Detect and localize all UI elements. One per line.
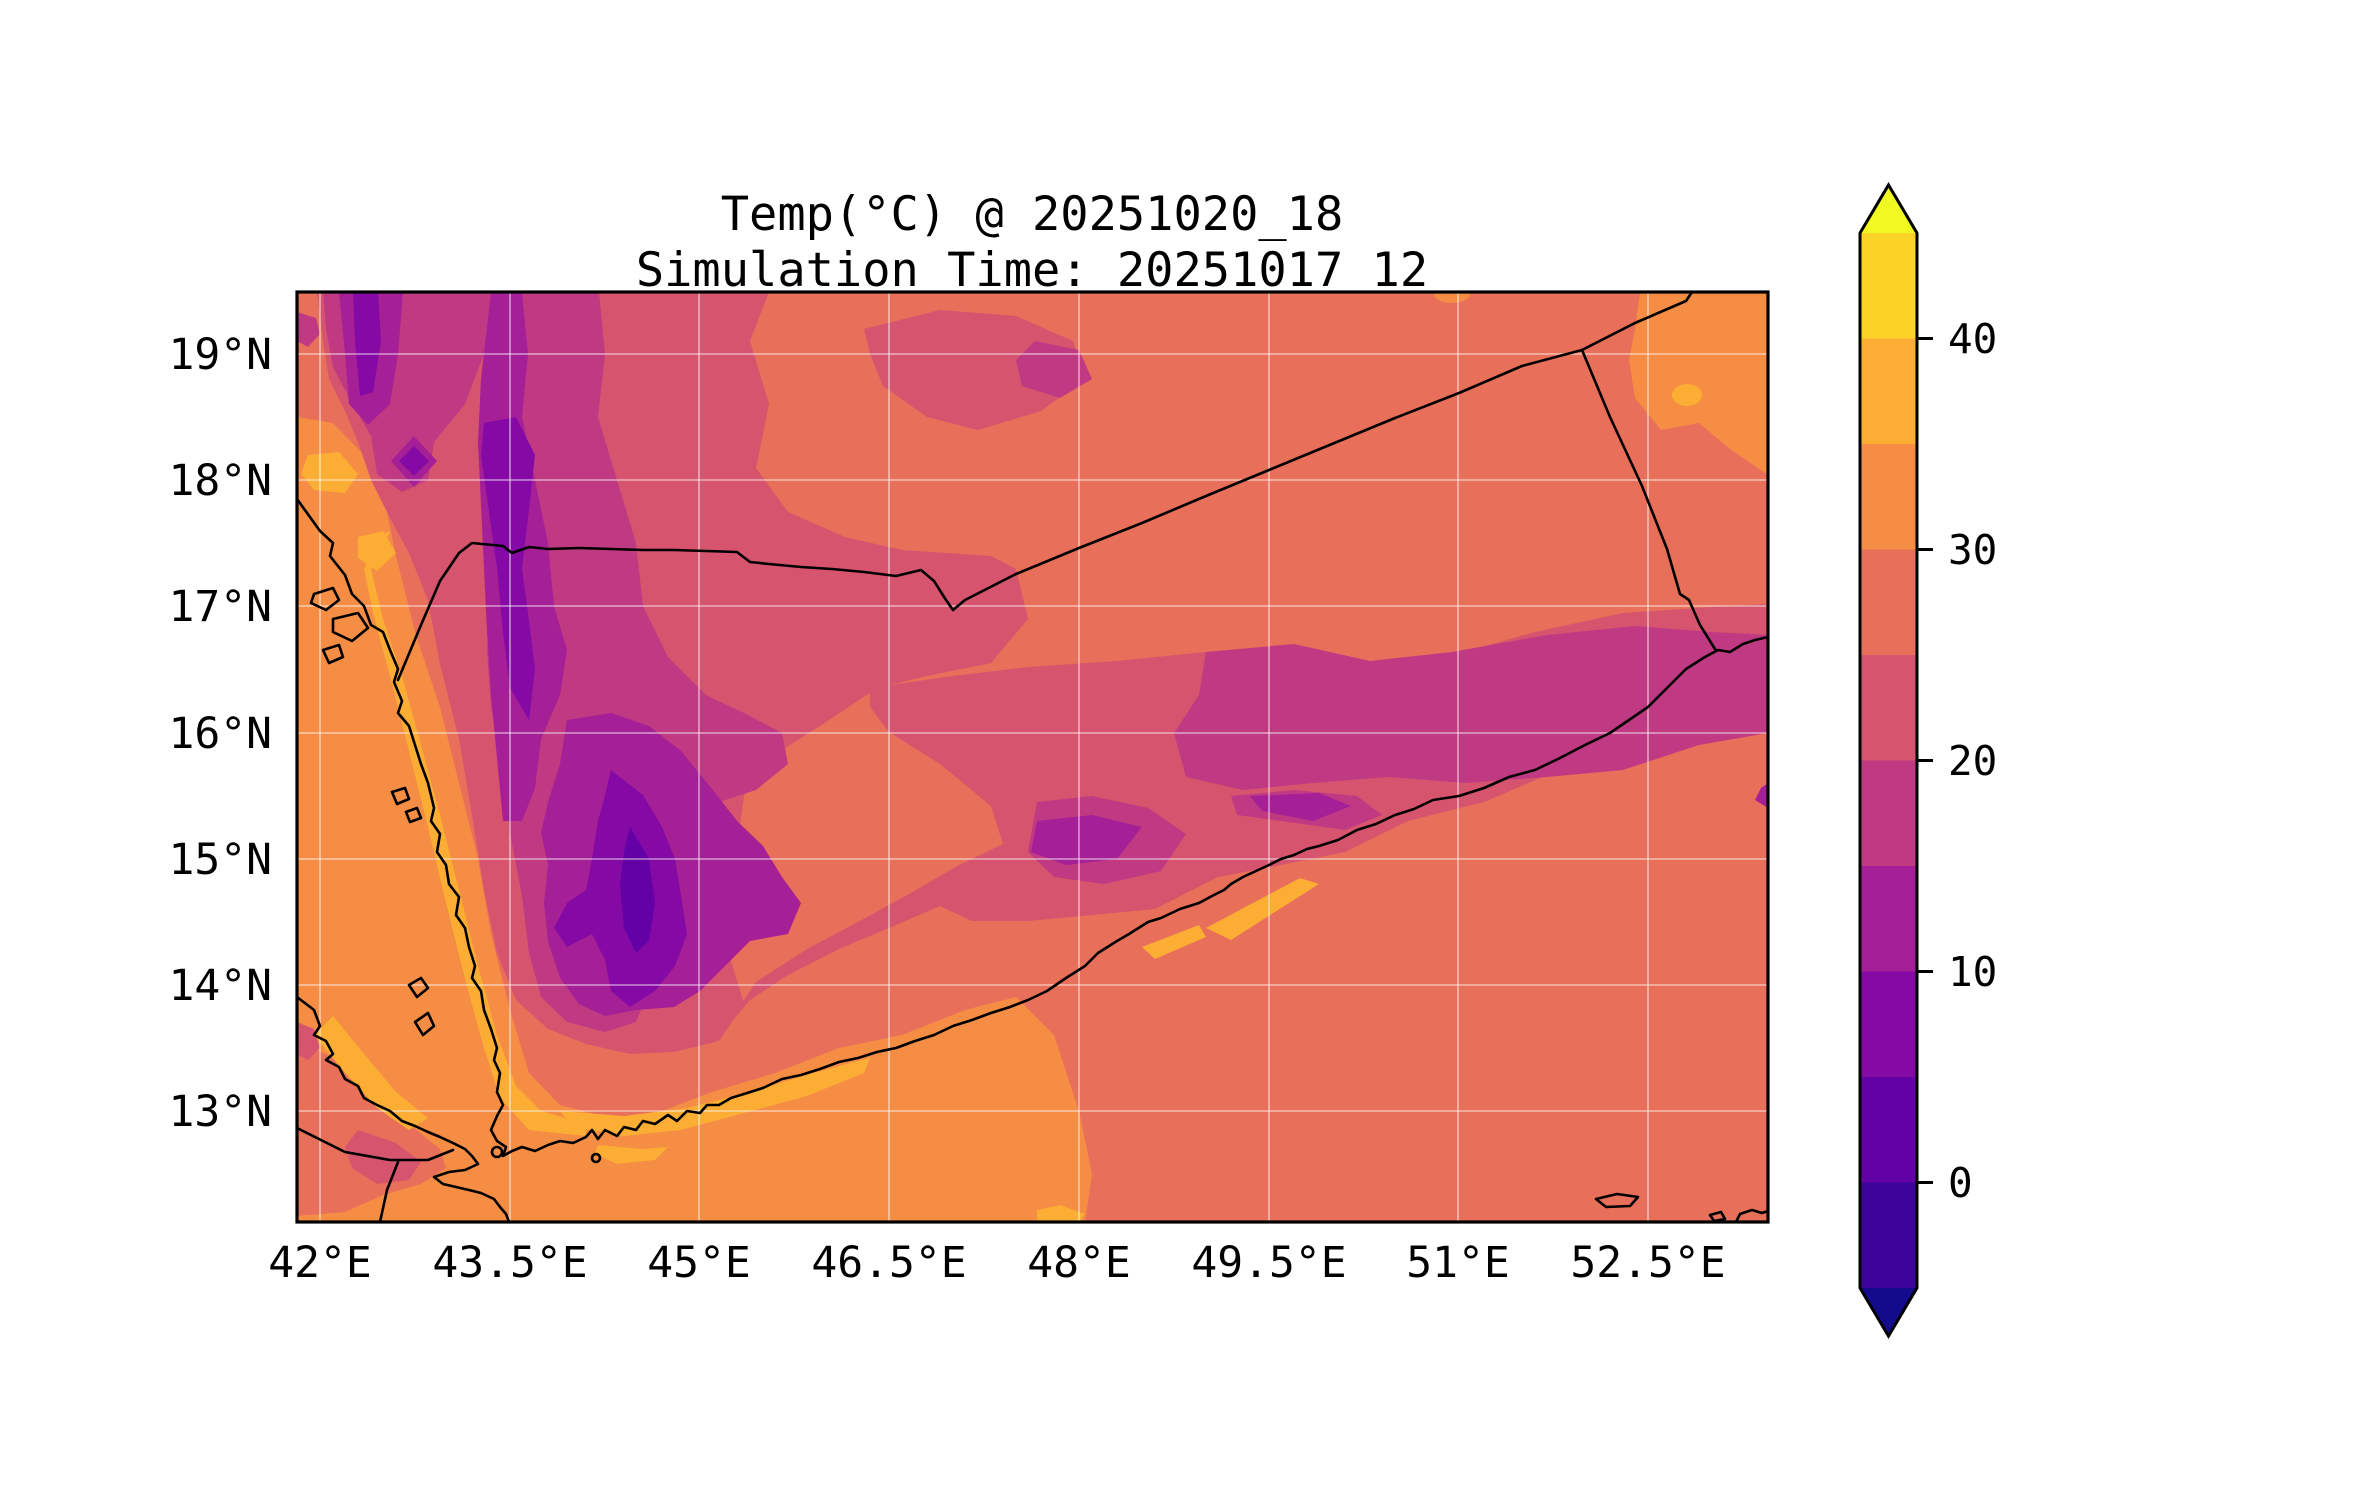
contour-band-10-15-edge-dot [1755,783,1768,808]
x-tick-43-5e: 43.5°E [432,1238,587,1288]
contour-band-35-40-south-coast [560,1058,870,1136]
chart-subtitle: Simulation Time: 20251017_12 [636,243,1428,298]
contour-band-35-40-corner [1037,1205,1085,1222]
cb-band-30-35 [1860,444,1917,550]
border-saudi-oman [1580,292,1694,352]
x-tick-45e: 45°E [647,1238,751,1288]
islands-farasan [309,586,370,665]
contour-band-35-40-se-coast-b [1142,925,1206,959]
cb-band-5-10 [1860,971,1917,1077]
contour-band-15-20-ne-border-patch [1016,341,1092,398]
contour-band-35-40-tr-dot [1672,384,1702,406]
x-tick-42e: 42°E [268,1238,372,1288]
cb-label-10: 10 [1948,948,1997,996]
cb-band-0-5 [1860,1077,1917,1183]
x-tick-48e: 48°E [1027,1238,1131,1288]
y-tick-14n: 14°N [168,961,272,1011]
cb-band-25-30 [1860,549,1917,655]
x-tick-52-5e: 52.5°E [1570,1238,1725,1288]
island-aden-islet [590,1152,602,1164]
islands-kamaran [390,786,423,824]
contour-band-35-40-saudi-a [301,452,358,493]
contour-band-35-40-aden-blob [595,1145,668,1164]
cb-label-0: 0 [1948,1159,1973,1207]
gridlines [297,292,1768,1222]
contour-band-30-35-ne-dot [1744,423,1768,449]
contour-band-35-40-se-coast-a [1206,878,1319,940]
cb-label-40: 40 [1948,315,1997,363]
y-tick-18n: 18°N [168,456,272,506]
contour-band-20-25-ne-halo [864,310,1085,430]
y-tick-13n: 13°N [168,1087,272,1137]
x-axis-labels: 42°E 43.5°E 45°E 46.5°E 48°E 49.5°E 51°E… [268,1238,1725,1288]
cb-label-20: 20 [1948,737,1997,785]
contour-band-15-20-east-core [1174,626,1768,790]
contour-band-5-10-streak [353,292,381,396]
contour-band-15-20-edge-notch [297,312,320,347]
colorbar: 40 30 20 10 0 [1858,182,1997,1339]
cb-band-20-25 [1860,655,1917,761]
chart-title: Temp(°C) @ 20251020_18 [721,187,1344,242]
border-oman-yemen [1580,348,1717,651]
contour-africa-rose-edge [297,1022,320,1060]
contour-band-35-40-tihama [364,531,586,1136]
contour-band-30-35-ne-patch [1629,292,1768,475]
contour-band-5-10-diamond [399,446,429,476]
cb-tick-marks [1917,337,1933,1184]
cb-label-30: 30 [1948,526,1997,574]
islands-socotra-group [1594,1192,1768,1222]
contour-band-30-35-west-sea [297,417,1092,1222]
cb-band-35-40 [1860,338,1917,444]
coastline-arabia [297,497,1768,1158]
map-frame [295,290,1770,1224]
border-africa-b [378,1160,400,1222]
y-axis-labels: 19°N 18°N 17°N 16°N 15°N 14°N 13°N [168,330,272,1137]
y-tick-16n: 16°N [168,709,272,759]
contour-band-35-40-eritrea [314,1016,428,1130]
x-tick-46-5e: 46.5°E [811,1238,966,1288]
cb-outline [1858,182,1919,1339]
contour-band-5-10-north-blob [481,417,535,720]
border-saudi-yemen [396,348,1584,682]
contour-band-35-40-saudi-b [358,531,396,571]
contour-africa-rose [345,1130,421,1184]
border-africa-a [297,1126,455,1162]
y-tick-15n: 15°N [168,835,272,885]
cb-arrow-over [1860,185,1917,233]
map-plot-area [297,292,1768,1222]
contour-band-30-35-top-dot [1434,292,1470,303]
islands-hanish [407,976,436,1037]
y-tick-17n: 17°N [168,582,272,632]
x-tick-51e: 51°E [1406,1238,1510,1288]
cb-band-15-20 [1860,760,1917,866]
island-perim [490,1145,504,1159]
y-tick-19n: 19°N [168,330,272,380]
cb-band-10-15 [1860,866,1917,972]
contour-band-10-15-se-b [1250,793,1351,821]
cb-band-40-45 [1860,233,1917,339]
cb-tick-labels: 40 30 20 10 0 [1948,315,1997,1207]
x-tick-49-5e: 49.5°E [1191,1238,1346,1288]
contour-band-10-15-se-a [1031,815,1142,865]
cb-band--5-0 [1860,1182,1917,1288]
cb-arrow-under [1860,1288,1917,1336]
coastline-africa [297,995,511,1222]
